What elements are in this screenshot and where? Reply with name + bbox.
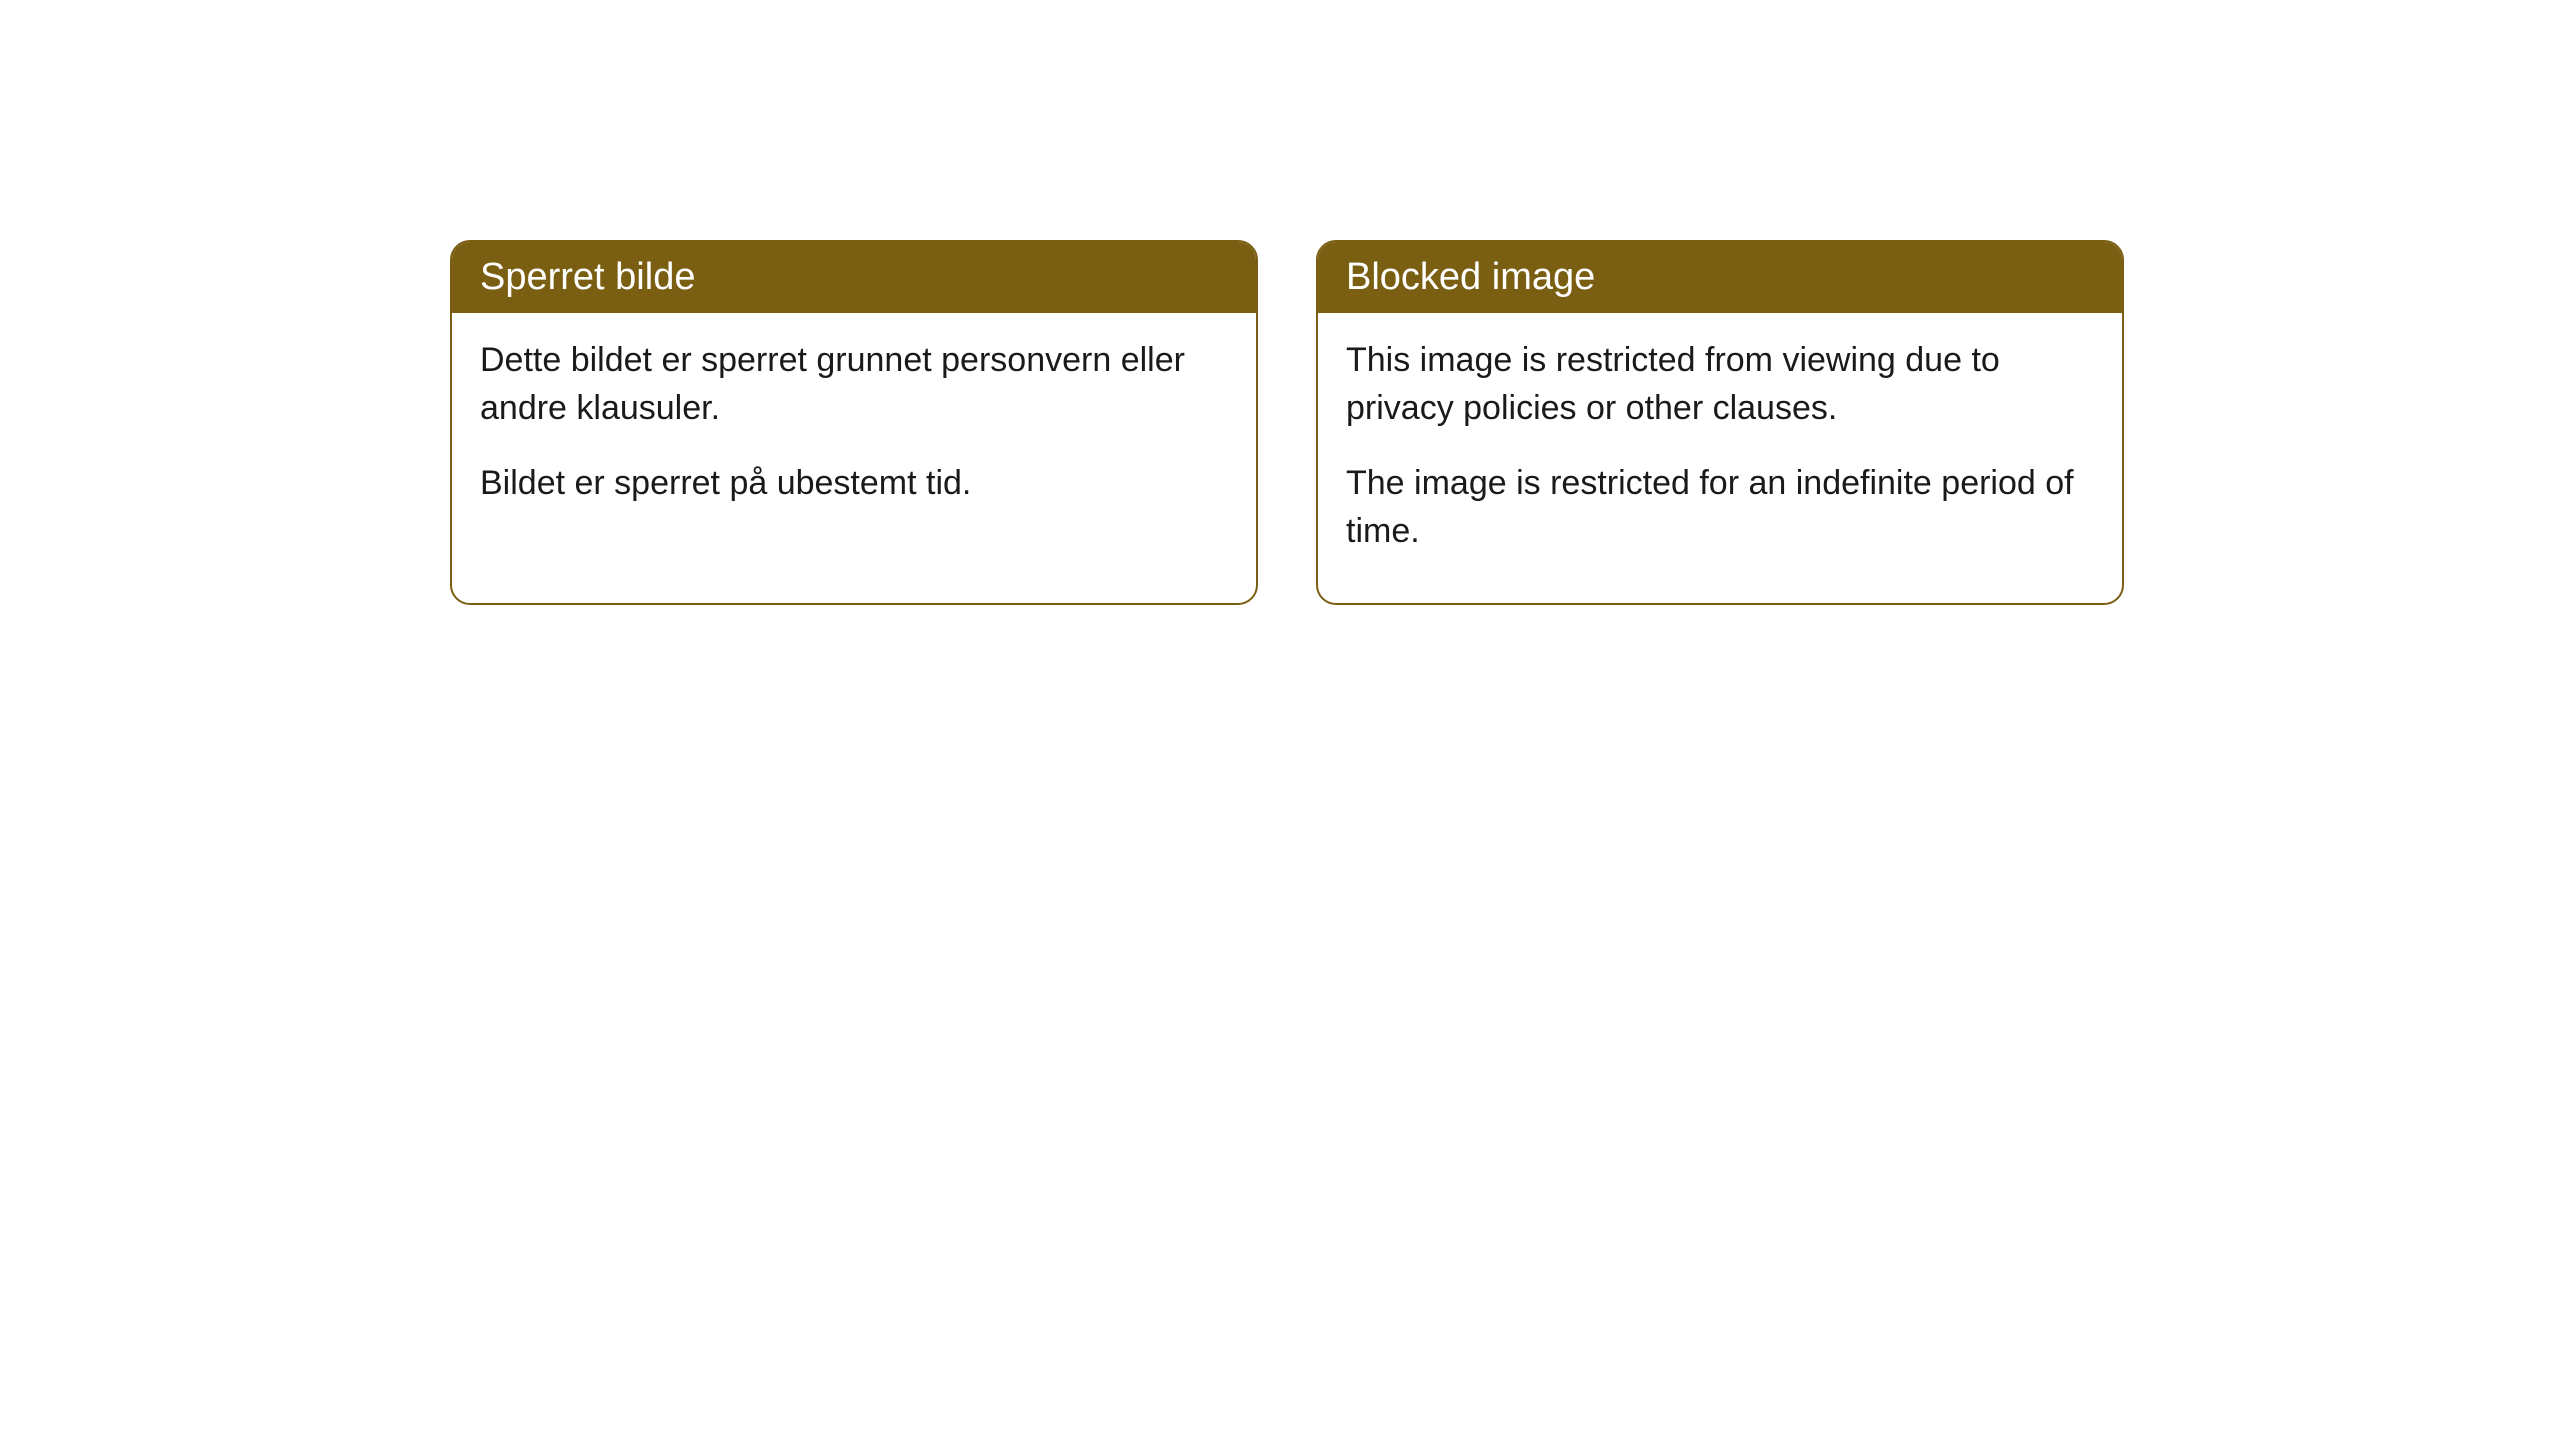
card-body-english: This image is restricted from viewing du… — [1318, 313, 2122, 603]
notice-cards-container: Sperret bilde Dette bildet er sperret gr… — [450, 240, 2124, 605]
card-paragraph: The image is restricted for an indefinit… — [1346, 460, 2094, 555]
card-header-norwegian: Sperret bilde — [452, 242, 1256, 313]
card-paragraph: Dette bildet er sperret grunnet personve… — [480, 337, 1228, 432]
card-paragraph: Bildet er sperret på ubestemt tid. — [480, 460, 1228, 508]
notice-card-norwegian: Sperret bilde Dette bildet er sperret gr… — [450, 240, 1258, 605]
card-body-norwegian: Dette bildet er sperret grunnet personve… — [452, 313, 1256, 556]
card-paragraph: This image is restricted from viewing du… — [1346, 337, 2094, 432]
card-header-english: Blocked image — [1318, 242, 2122, 313]
notice-card-english: Blocked image This image is restricted f… — [1316, 240, 2124, 605]
